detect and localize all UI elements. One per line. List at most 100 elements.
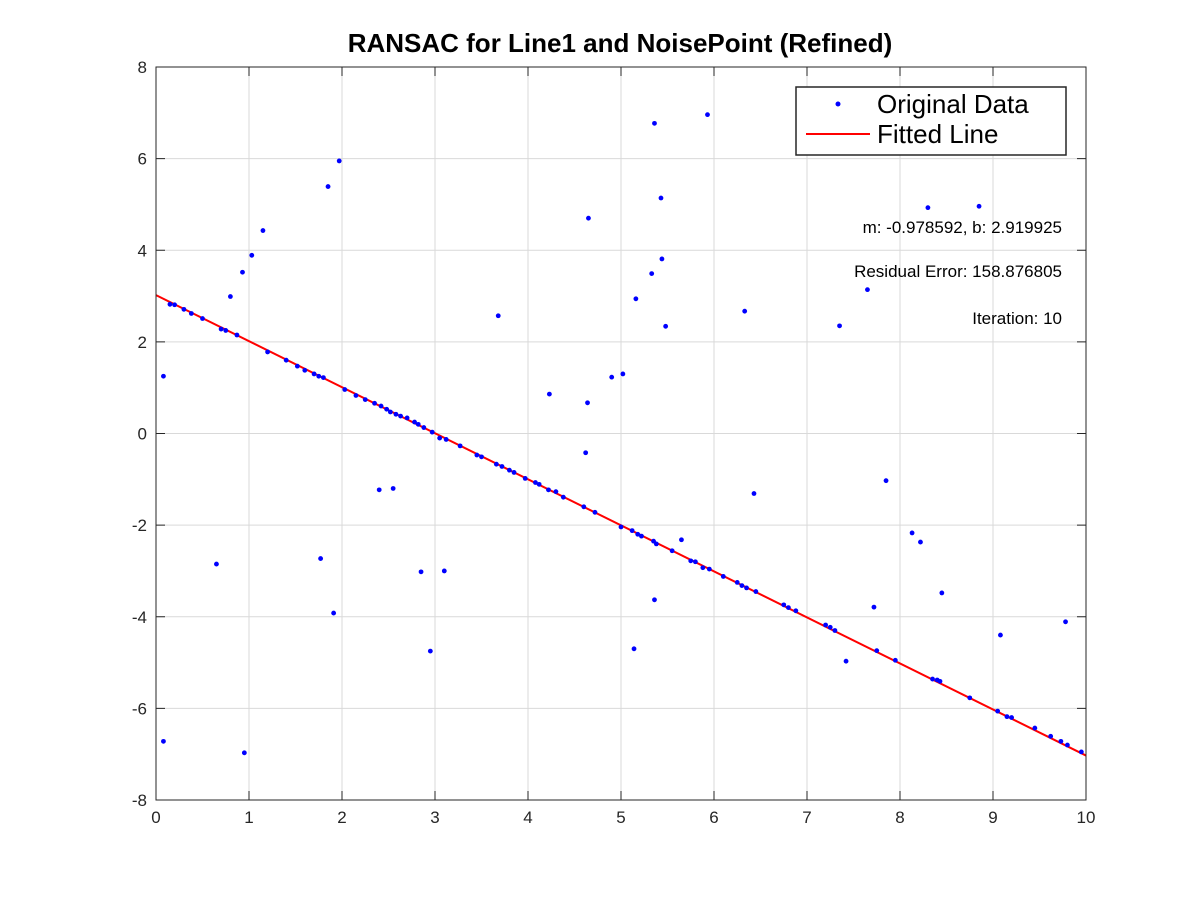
annotation-slope-intercept: m: -0.978592, b: 2.919925 — [863, 218, 1062, 237]
data-point — [793, 608, 799, 614]
y-tick-label: -2 — [132, 516, 147, 535]
data-point — [161, 373, 166, 379]
data-point — [546, 391, 552, 397]
data-point — [553, 489, 559, 495]
data-point — [427, 648, 433, 654]
data-point — [663, 323, 669, 329]
data-point — [353, 393, 359, 398]
legend-label-fitted-line: Fitted Line — [877, 119, 998, 149]
data-point — [393, 411, 399, 417]
data-point — [592, 509, 598, 515]
data-point — [659, 256, 665, 262]
y-tick-label: -8 — [132, 791, 147, 810]
data-point — [700, 565, 706, 571]
data-point — [412, 419, 417, 425]
data-point — [583, 450, 589, 456]
data-point — [843, 658, 849, 664]
data-point — [874, 648, 880, 654]
data-point — [294, 363, 300, 369]
data-point — [871, 604, 877, 610]
y-tick-label: 4 — [138, 241, 147, 260]
data-point — [1048, 733, 1054, 739]
data-point — [1063, 619, 1068, 625]
data-point — [669, 548, 675, 554]
data-point — [172, 302, 178, 308]
data-point — [318, 556, 324, 561]
chart-title: RANSAC for Line1 and NoisePoint (Refined… — [348, 28, 893, 58]
data-point — [188, 311, 194, 316]
data-point — [429, 429, 435, 435]
data-point — [536, 481, 542, 487]
data-point — [493, 461, 499, 467]
data-point — [546, 487, 551, 493]
legend-swatch-original-data — [835, 101, 841, 107]
x-tick-label: 3 — [430, 808, 439, 827]
data-point — [892, 657, 898, 663]
y-tick-label: -6 — [132, 699, 147, 718]
x-tick-label: 5 — [616, 808, 625, 827]
data-point — [223, 328, 229, 333]
data-point — [495, 313, 501, 319]
data-point — [734, 579, 740, 585]
data-point — [658, 195, 664, 201]
data-point — [586, 215, 591, 221]
data-point — [742, 308, 748, 314]
data-point — [218, 326, 224, 332]
data-point — [1009, 715, 1014, 720]
data-point — [161, 738, 166, 744]
legend-box — [795, 86, 1067, 156]
data-point — [404, 415, 410, 421]
x-tick-label: 6 — [709, 808, 718, 827]
data-point — [511, 470, 517, 475]
data-point — [639, 533, 644, 539]
data-point — [387, 409, 393, 415]
data-point — [653, 541, 659, 547]
data-point — [457, 443, 463, 449]
data-point — [311, 371, 317, 377]
data-point — [649, 271, 655, 277]
data-point — [883, 478, 889, 484]
data-point — [930, 676, 935, 682]
data-point — [1058, 738, 1064, 744]
data-point — [620, 371, 626, 377]
ticks — [155, 66, 1087, 801]
data-point — [560, 494, 566, 500]
annotations: m: -0.978592, b: 2.919925 Residual Error… — [854, 218, 1062, 328]
data-point — [214, 561, 219, 567]
data-point — [739, 583, 745, 588]
data-point — [581, 504, 587, 510]
data-point — [321, 375, 326, 381]
y-tick-label: 6 — [138, 150, 147, 169]
data-point — [441, 568, 447, 574]
data-point — [751, 491, 757, 496]
data-point — [336, 158, 342, 164]
data-point — [937, 678, 943, 684]
data-point — [865, 287, 870, 293]
data-point — [1004, 714, 1010, 720]
data-point — [533, 480, 538, 485]
data-point — [479, 454, 484, 460]
x-tick-label: 9 — [988, 808, 997, 827]
data-point — [378, 403, 384, 409]
data-point — [823, 622, 828, 628]
data-point — [331, 610, 337, 616]
data-point — [522, 475, 528, 481]
data-point — [443, 437, 449, 442]
data-point — [744, 585, 749, 591]
data-point — [786, 605, 791, 610]
data-point — [609, 374, 615, 380]
data-point — [342, 387, 348, 392]
data-point — [325, 184, 331, 189]
data-point — [376, 487, 382, 493]
x-tick-label: 1 — [244, 808, 253, 827]
data-point — [249, 252, 255, 258]
x-tick-label: 8 — [895, 808, 904, 827]
data-point — [967, 695, 973, 701]
x-tick-label: 4 — [523, 808, 532, 827]
data-point — [415, 421, 421, 427]
data-point — [585, 400, 590, 406]
data-point — [652, 120, 657, 126]
annotation-residual-error: Residual Error: 158.876805 — [854, 262, 1062, 281]
data-point — [507, 467, 512, 473]
data-point — [1032, 725, 1038, 731]
